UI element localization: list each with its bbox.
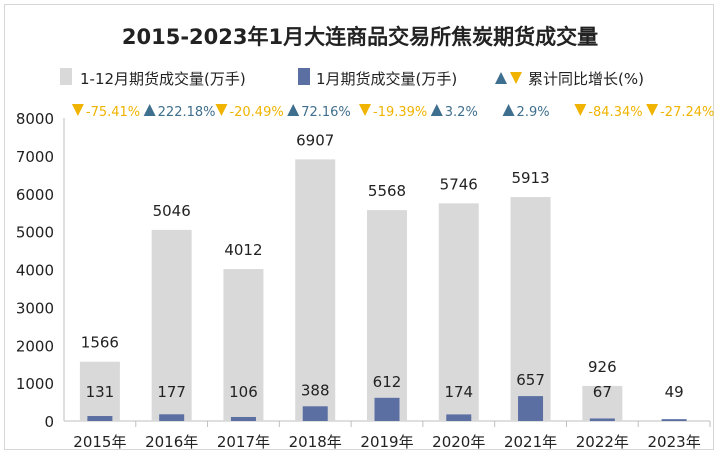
january-volume-bar xyxy=(159,414,185,421)
growth-rate-label: -20.49% xyxy=(229,105,283,120)
y-tick-label: 3000 xyxy=(16,299,54,317)
y-tick-label: 1000 xyxy=(16,375,54,393)
january-volume-bar xyxy=(87,416,113,421)
january-volume-bar xyxy=(230,416,256,421)
total-volume-label: 1566 xyxy=(81,334,119,352)
january-volume-bar xyxy=(374,397,400,421)
growth-down-triangle-icon xyxy=(574,104,587,116)
y-tick-label: 7000 xyxy=(16,148,54,166)
growth-up-triangle-icon xyxy=(143,104,156,116)
x-category-label: 2016年 xyxy=(145,433,198,451)
total-volume-label: 926 xyxy=(588,358,617,376)
y-tick-label: 5000 xyxy=(16,224,54,242)
x-category-label: 2023年 xyxy=(648,433,701,451)
legend-swatch-total xyxy=(60,68,72,85)
legend-label-growth: 累计同比增长(%) xyxy=(528,70,644,88)
x-category-label: 2022年 xyxy=(576,433,629,451)
total-volume-bar xyxy=(510,197,551,421)
x-category-label: 2015年 xyxy=(73,433,126,451)
growth-down-triangle-icon xyxy=(71,104,84,116)
total-volume-bar xyxy=(582,385,623,421)
x-category-label: 2021年 xyxy=(504,433,557,451)
total-volume-bar xyxy=(151,229,192,421)
total-volume-label: 6907 xyxy=(296,131,334,149)
chart-title: 2015-2023年1月大连商品交易所焦炭期货成交量 xyxy=(122,25,598,49)
growth-down-triangle-icon xyxy=(359,104,371,116)
january-volume-label: 131 xyxy=(86,383,115,401)
total-volume-bar xyxy=(295,159,336,421)
growth-up-triangle-icon xyxy=(287,104,300,116)
january-volume-label: 49 xyxy=(665,383,684,401)
growth-rate-label: -27.24% xyxy=(660,105,714,120)
january-volume-bar xyxy=(302,406,328,421)
growth-rate-label: -84.34% xyxy=(588,105,642,120)
total-volume-label: 5046 xyxy=(153,202,191,220)
growth-rate-label: 3.2% xyxy=(445,105,478,120)
total-volume-bar xyxy=(223,269,264,421)
x-category-label: 2017年 xyxy=(217,433,270,451)
january-volume-label: 657 xyxy=(516,371,545,389)
january-volume-label: 388 xyxy=(301,381,330,399)
chart-frame xyxy=(4,4,714,450)
x-category-label: 2018年 xyxy=(289,433,342,451)
y-tick-label: 6000 xyxy=(16,186,54,204)
growth-up-triangle-icon xyxy=(502,104,515,116)
growth-rate-label: 2.9% xyxy=(517,105,550,120)
total-volume-label: 4012 xyxy=(224,241,262,259)
total-volume-bar xyxy=(79,361,120,421)
x-category-label: 2019年 xyxy=(360,433,413,451)
growth-rate-label: -75.41% xyxy=(86,105,140,120)
legend-label-january: 1月期货成交量(万手) xyxy=(316,70,457,88)
x-category-label: 2020年 xyxy=(432,433,485,451)
growth-down-triangle-icon xyxy=(646,104,659,116)
legend-down-triangle-icon xyxy=(510,72,522,84)
january-volume-label: 612 xyxy=(373,373,402,391)
total-volume-label: 5913 xyxy=(511,169,549,187)
legend-up-triangle-icon xyxy=(495,72,507,84)
january-volume-bar xyxy=(661,419,687,421)
y-tick-label: 8000 xyxy=(16,110,54,128)
growth-up-triangle-icon xyxy=(430,104,443,116)
y-tick-label: 2000 xyxy=(16,337,54,355)
growth-rate-label: 72.16% xyxy=(301,105,351,120)
legend-label-total: 1-12月期货成交量(万手) xyxy=(80,70,246,88)
january-volume-label: 67 xyxy=(593,383,612,401)
january-volume-bar xyxy=(518,396,544,421)
january-volume-label: 174 xyxy=(444,383,473,401)
y-tick-label: 4000 xyxy=(16,262,54,280)
legend-swatch-january xyxy=(298,68,310,85)
january-volume-label: 106 xyxy=(229,383,258,401)
growth-rate-label: 222.18% xyxy=(158,105,216,120)
y-tick-label: 0 xyxy=(44,413,54,431)
january-volume-label: 177 xyxy=(157,383,186,401)
growth-rate-label: -19.39% xyxy=(373,105,427,120)
total-volume-label: 5746 xyxy=(440,175,478,193)
total-volume-label: 5568 xyxy=(368,182,406,200)
january-volume-bar xyxy=(446,414,472,421)
january-volume-bar xyxy=(589,418,615,421)
total-volume-bar xyxy=(438,203,479,421)
total-volume-bar xyxy=(367,210,407,421)
growth-down-triangle-icon xyxy=(215,104,228,116)
